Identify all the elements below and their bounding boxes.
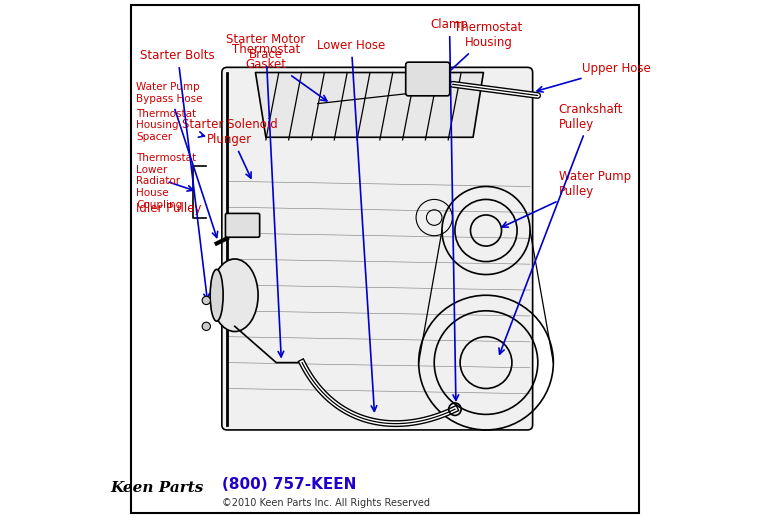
Text: Thermostat
Gasket: Thermostat Gasket — [232, 44, 326, 101]
Text: Water Pump
Bypass Hose: Water Pump Bypass Hose — [136, 82, 218, 237]
FancyBboxPatch shape — [226, 213, 259, 237]
Text: Thermostat
Lower
Radiator
House
Coupling: Thermostat Lower Radiator House Coupling — [136, 153, 196, 209]
Text: Thermostat
Housing
Spacer: Thermostat Housing Spacer — [136, 109, 204, 142]
Text: Upper Hose: Upper Hose — [537, 62, 651, 92]
Text: Idler Pulley: Idler Pulley — [136, 202, 202, 215]
FancyBboxPatch shape — [222, 67, 533, 430]
Text: Clamp: Clamp — [430, 18, 468, 400]
Ellipse shape — [210, 269, 223, 321]
Text: Keen Parts: Keen Parts — [110, 481, 204, 495]
Polygon shape — [256, 73, 484, 137]
Circle shape — [203, 322, 210, 330]
Ellipse shape — [212, 259, 258, 332]
Text: Starter Motor
Brace: Starter Motor Brace — [226, 33, 306, 357]
Circle shape — [203, 296, 210, 305]
Text: ©2010 Keen Parts Inc. All Rights Reserved: ©2010 Keen Parts Inc. All Rights Reserve… — [222, 498, 430, 509]
Text: Lower Hose: Lower Hose — [317, 39, 386, 411]
Text: Starter Solenoid
Plunger: Starter Solenoid Plunger — [182, 118, 277, 178]
Text: Starter Bolts: Starter Bolts — [140, 49, 215, 299]
FancyBboxPatch shape — [406, 62, 450, 96]
Text: (800) 757-KEEN: (800) 757-KEEN — [222, 477, 357, 492]
Text: Crankshaft
Pulley: Crankshaft Pulley — [499, 103, 623, 354]
Text: Water Pump
Pulley: Water Pump Pulley — [502, 170, 631, 227]
Text: Thermostat
Housing: Thermostat Housing — [437, 21, 523, 82]
